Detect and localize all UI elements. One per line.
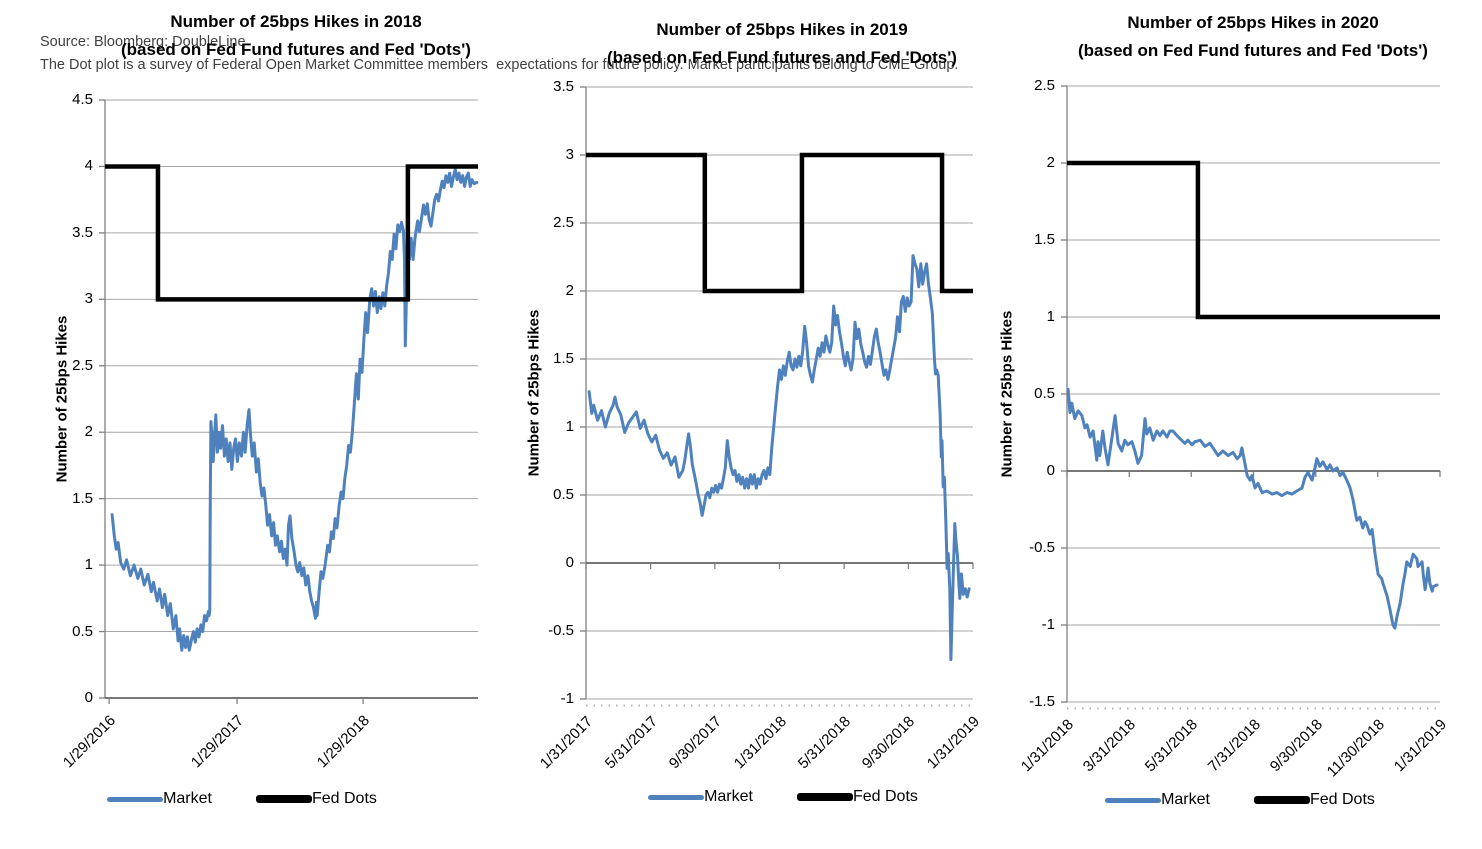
chart-title: Number of 25bps Hikes in 2018 (170, 12, 422, 31)
y-tick-label: 2 (565, 282, 574, 299)
y-tick-label: 0.5 (1034, 385, 1055, 402)
y-axis-title: Number of 25bps Hikes (53, 315, 71, 483)
y-tick-label: 2.5 (553, 214, 574, 231)
y-axis-title: Number of 25bps Hikes (998, 310, 1016, 478)
y-tick-label: -0.5 (1029, 539, 1055, 556)
legend-label-fed_dots: Fed Dots (311, 790, 377, 807)
legend-label-market: Market (704, 788, 753, 805)
y-tick-label: 2 (84, 423, 93, 441)
chart-title: Number of 25bps Hikes in 2020 (1127, 13, 1379, 32)
y-tick-label: 1 (1046, 308, 1055, 325)
y-tick-label: 0 (1046, 462, 1055, 479)
x-tick-label: 9/30/2018 (859, 713, 919, 773)
market-line (1066, 387, 1439, 630)
plot-area (580, 86, 974, 707)
x-tick-label: 1/31/2018 (730, 713, 790, 773)
legend-item-market: Market (107, 790, 212, 808)
y-tick-label: 1.5 (1034, 231, 1055, 248)
legend-item-fed_dots: Fed Dots (796, 788, 918, 806)
y-tick-label: -0.5 (548, 622, 574, 639)
legend: Market Fed Dots (1020, 791, 1460, 809)
market-line (110, 167, 479, 652)
x-tick-label: 1/29/2016 (59, 712, 120, 772)
x-tick-label: 5/31/2017 (601, 713, 661, 773)
dot-plot-footnote: The Dot plot is a survey of Federal Open… (40, 57, 959, 73)
x-tick-label: 1/29/2018 (313, 712, 374, 772)
fed-dots-line (1067, 160, 1440, 320)
y-tick-label: 0 (565, 554, 574, 571)
y-tick-label: 3.5 (553, 78, 574, 95)
legend-swatch-market (1105, 797, 1162, 803)
legend-label-market: Market (163, 790, 212, 807)
legend-label-market: Market (1161, 791, 1210, 808)
fed-dots-line (105, 164, 478, 302)
y-tick-label: 4.5 (72, 91, 93, 108)
y-tick-label: 3.5 (72, 223, 93, 241)
y-tick-label: 3 (565, 146, 574, 163)
source-attribution: Source: Bloomberg: DoubleLine (40, 34, 246, 50)
x-tick-label: 1/31/2019 (923, 713, 984, 773)
y-tick-label: -1 (560, 690, 574, 707)
legend-swatch-fed_dots (1253, 796, 1310, 804)
y-axis-title: Number of 25bps Hikes (525, 309, 543, 477)
y-tick-label: 2 (1046, 154, 1055, 171)
legend-swatch-market (648, 794, 705, 800)
plot-area (99, 99, 479, 704)
x-tick-label: 9/30/2017 (665, 713, 725, 773)
chart-subtitle: (based on Fed Fund futures and Fed 'Dots… (1078, 41, 1428, 60)
x-tick-label: 5/31/2018 (794, 713, 855, 773)
x-tick-label: 1/31/2018 (1017, 716, 1078, 776)
x-tick-label: 1/31/2017 (536, 713, 597, 773)
legend-item-fed_dots: Fed Dots (255, 790, 377, 808)
x-tick-label: 7/31/2018 (1204, 716, 1264, 776)
y-tick-label: 4 (84, 157, 93, 175)
y-tick-label: 0.5 (553, 486, 574, 503)
y-tick-label: 1 (84, 556, 93, 574)
y-tick-label: 2.5 (72, 356, 93, 374)
legend: Market Fed Dots (22, 790, 462, 808)
legend-swatch-fed_dots (255, 795, 312, 803)
y-tick-label: 0 (84, 689, 93, 706)
legend-item-market: Market (648, 788, 753, 806)
x-tick-label: 3/31/2018 (1080, 716, 1140, 776)
legend-label-fed_dots: Fed Dots (1309, 791, 1375, 808)
y-tick-label: 1.5 (72, 489, 93, 507)
legend-swatch-fed_dots (796, 793, 853, 801)
y-tick-label: -1.5 (1029, 693, 1055, 710)
x-tick-label: 9/30/2018 (1266, 716, 1326, 776)
y-tick-label: 0.5 (72, 622, 93, 640)
plot-area (1061, 85, 1441, 710)
legend: Market Fed Dots (563, 788, 1003, 806)
legend-swatch-market (107, 796, 164, 802)
y-tick-label: 2.5 (1034, 77, 1055, 94)
y-tick-label: 1.5 (553, 350, 574, 367)
legend-label-fed_dots: Fed Dots (852, 788, 918, 805)
chart-title: Number of 25bps Hikes in 2019 (656, 20, 908, 39)
y-tick-label: 3 (84, 290, 93, 308)
y-tick-label: -1 (1041, 616, 1055, 633)
fed-dots-line (586, 152, 973, 294)
market-line (587, 254, 971, 662)
x-tick-label: 11/30/2018 (1323, 716, 1388, 781)
x-tick-label: 1/29/2017 (187, 712, 248, 772)
y-tick-label: 1 (565, 418, 574, 435)
legend-item-fed_dots: Fed Dots (1253, 791, 1375, 809)
x-tick-label: 1/31/2019 (1390, 716, 1451, 776)
x-tick-label: 5/31/2018 (1142, 716, 1202, 776)
legend-item-market: Market (1105, 791, 1210, 809)
